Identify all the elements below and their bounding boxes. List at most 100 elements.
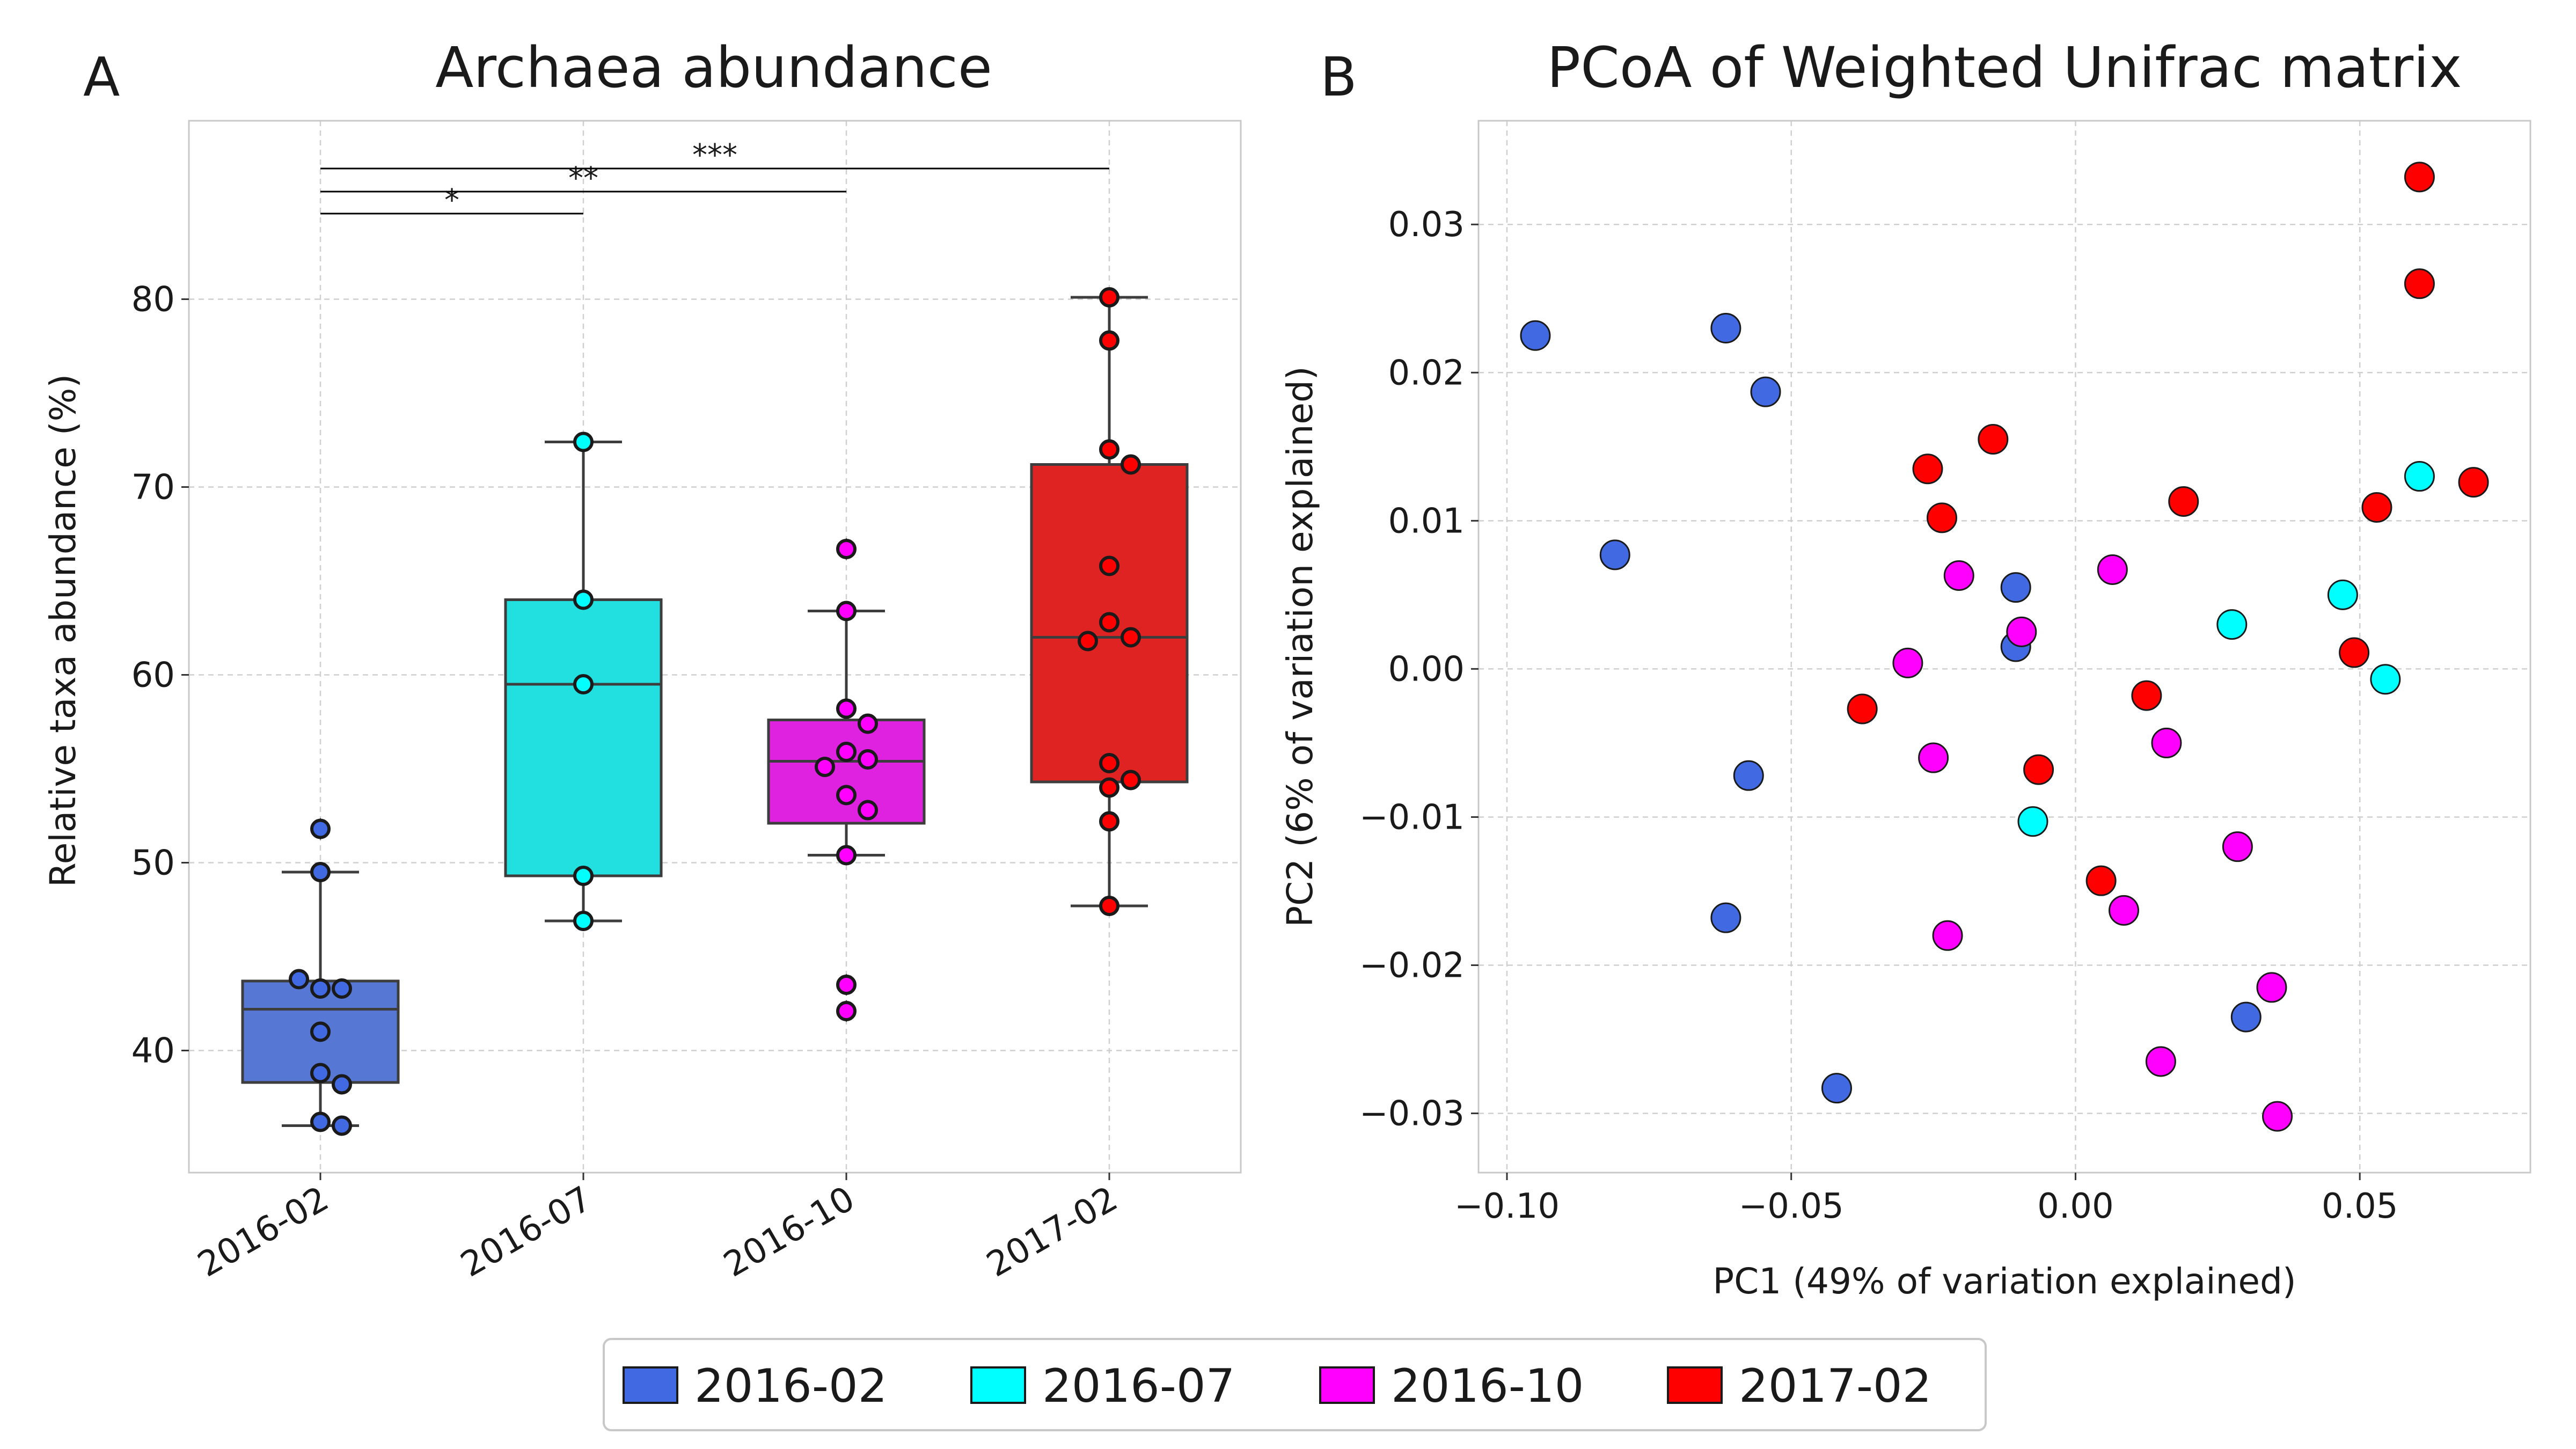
panel-b-point-2017-02 <box>2404 268 2435 299</box>
panel-a-data-point <box>1121 770 1141 791</box>
panel-b-point-2016-10 <box>2006 616 2037 647</box>
panel-b-y-tick-label: 0.02 <box>1388 353 1465 393</box>
panel-a-data-point <box>310 1021 331 1042</box>
legend-label: 2016-10 <box>1391 1359 1584 1413</box>
panel-b-point-2017-02 <box>2131 680 2162 711</box>
panel-b-point-2016-10 <box>1892 647 1923 678</box>
panel-a-data-point <box>310 818 331 839</box>
panel-b-point-2016-07 <box>2216 609 2248 640</box>
panel-a-data-point <box>1099 287 1119 308</box>
panel-a-data-point <box>332 978 352 999</box>
legend-swatch-2016-02 <box>623 1366 678 1404</box>
panel-a-title: Archaea abundance <box>435 35 992 100</box>
panel-a-data-point <box>836 539 857 559</box>
panel-a-data-point <box>1121 627 1141 648</box>
panel-b-ticks: −0.10 −0.05 0.00 0.05 0.03 0.02 0.01 0.00 −0.01 −… <box>1359 205 2398 1226</box>
panel-a-data-point <box>1078 631 1098 652</box>
panel-b-point-2016-10 <box>2145 1046 2176 1077</box>
panel-a-data-point <box>573 431 594 452</box>
panel-a-data-point <box>310 978 331 999</box>
panel-a-data-point <box>836 698 857 719</box>
legend-swatch-2016-10 <box>1319 1366 1375 1404</box>
panel-b-y-tick-label: −0.03 <box>1359 1094 1465 1134</box>
panel-b-point-2016-10 <box>1918 742 1949 773</box>
box-iqr <box>504 598 663 877</box>
panel-a-data-point <box>573 589 594 610</box>
panel-a-y-tick-label: 40 <box>131 1031 175 1071</box>
panel-a-data-point <box>1099 896 1119 916</box>
panel-b-point-2016-02 <box>1520 320 1551 351</box>
panel-b-scatter: B PCoA of Weighted Unifrac matrix PC2 (6… <box>1279 35 2531 1302</box>
panel-b-point-2017-02 <box>2023 754 2054 785</box>
panel-b-y-axis-label: PC2 (6% of variation explained) <box>1279 366 1321 927</box>
panel-b-point-2016-10 <box>1932 920 1963 951</box>
panel-a-data-point <box>573 674 594 694</box>
panel-a-data-point <box>836 1001 857 1021</box>
legend-label: 2016-07 <box>1042 1359 1235 1413</box>
panel-b-point-2016-02 <box>2230 1001 2262 1033</box>
panel-b-point-2016-02 <box>1710 312 1741 343</box>
panel-b-point-2016-10 <box>2151 727 2182 758</box>
panel-a-data-point <box>858 800 878 821</box>
panel-b-x-axis-label: PC1 (49% of variation explained) <box>1713 1261 2296 1302</box>
significance-label: *** <box>692 138 737 173</box>
panel-a-data-point <box>573 911 594 931</box>
panel-a-data-point <box>332 1115 352 1136</box>
panel-b-point-2016-07 <box>2404 461 2435 492</box>
panel-a-data-point <box>836 785 857 806</box>
panel-a-x-tick-label: 2016-02 <box>191 1179 335 1285</box>
panel-a-data-point <box>1099 555 1119 576</box>
panel-b-point-2016-02 <box>1821 1073 1852 1104</box>
panel-b-point-2016-02 <box>1710 902 1741 933</box>
panel-b-x-tick-label: 0.05 <box>2322 1187 2398 1226</box>
legend-label: 2017-02 <box>1739 1359 1931 1413</box>
panel-b-x-tick-label: −0.10 <box>1454 1187 1560 1226</box>
panel-b-point-2016-10 <box>2222 831 2253 862</box>
panel-a-significance-bars: ****** <box>320 138 1109 218</box>
panel-b-point-2016-02 <box>1750 376 1781 407</box>
panel-a-x-tick-label: 2016-07 <box>454 1179 598 1285</box>
panel-a-data-point <box>836 601 857 621</box>
legend-swatch-2016-07 <box>970 1366 1026 1404</box>
panel-a-x-tick-label: 2016-10 <box>717 1179 861 1285</box>
panel-a-data-point <box>1099 612 1119 633</box>
panel-b-y-tick-label: −0.01 <box>1359 797 1465 837</box>
panel-b-point-2017-02 <box>2168 486 2199 517</box>
panel-b-point-2016-10 <box>2262 1101 2293 1132</box>
panel-b-point-2016-07 <box>2370 664 2401 695</box>
legend-frame <box>603 1338 1987 1431</box>
panel-b-plot-frame <box>1477 120 2531 1174</box>
panel-b-y-tick-label: 0.00 <box>1388 649 1465 689</box>
panel-b-point-2016-10 <box>2256 972 2287 1003</box>
legend-items: 2016-02 2016-07 2016-10 2017-02 <box>623 1359 1931 1413</box>
panel-a-data-point <box>858 713 878 734</box>
panel-a-data-point <box>1099 777 1119 798</box>
panel-a-data-point <box>815 757 835 777</box>
panel-a-data-point <box>310 862 331 882</box>
panel-b-point-2017-02 <box>2339 637 2370 668</box>
panel-b-point-2017-02 <box>1978 424 2009 455</box>
panel-a-x-tick-label: 2017-02 <box>980 1179 1124 1285</box>
panel-a-data-point <box>858 749 878 770</box>
panel-b-point-2016-10 <box>1943 560 1974 591</box>
panel-b-point-2016-07 <box>2017 806 2048 837</box>
panel-a-y-tick-label: 60 <box>131 656 175 696</box>
panel-b-x-tick-label: 0.00 <box>2037 1187 2114 1226</box>
legend: 2016-02 2016-07 2016-10 2017-02 <box>603 1338 1987 1431</box>
panel-a-y-tick-label: 50 <box>131 844 175 883</box>
panel-a-data-point <box>310 1111 331 1132</box>
panel-a-letter: A <box>83 46 120 108</box>
legend-label: 2016-02 <box>694 1359 887 1413</box>
panel-a-data-point <box>1099 753 1119 773</box>
panel-b-y-tick-label: 0.01 <box>1388 501 1465 541</box>
panel-a-data-point <box>836 742 857 762</box>
panel-b-point-2016-02 <box>1599 539 1630 570</box>
panel-b-point-2016-02 <box>1733 760 1764 791</box>
panel-b-point-2017-02 <box>1926 502 1957 533</box>
panel-a-data-point <box>310 1063 331 1084</box>
panel-a-data-point <box>836 975 857 995</box>
panel-b-point-2017-02 <box>1847 693 1878 724</box>
panel-a-boxes <box>241 296 1189 1127</box>
panel-a-y-tick-label: 80 <box>131 280 175 320</box>
